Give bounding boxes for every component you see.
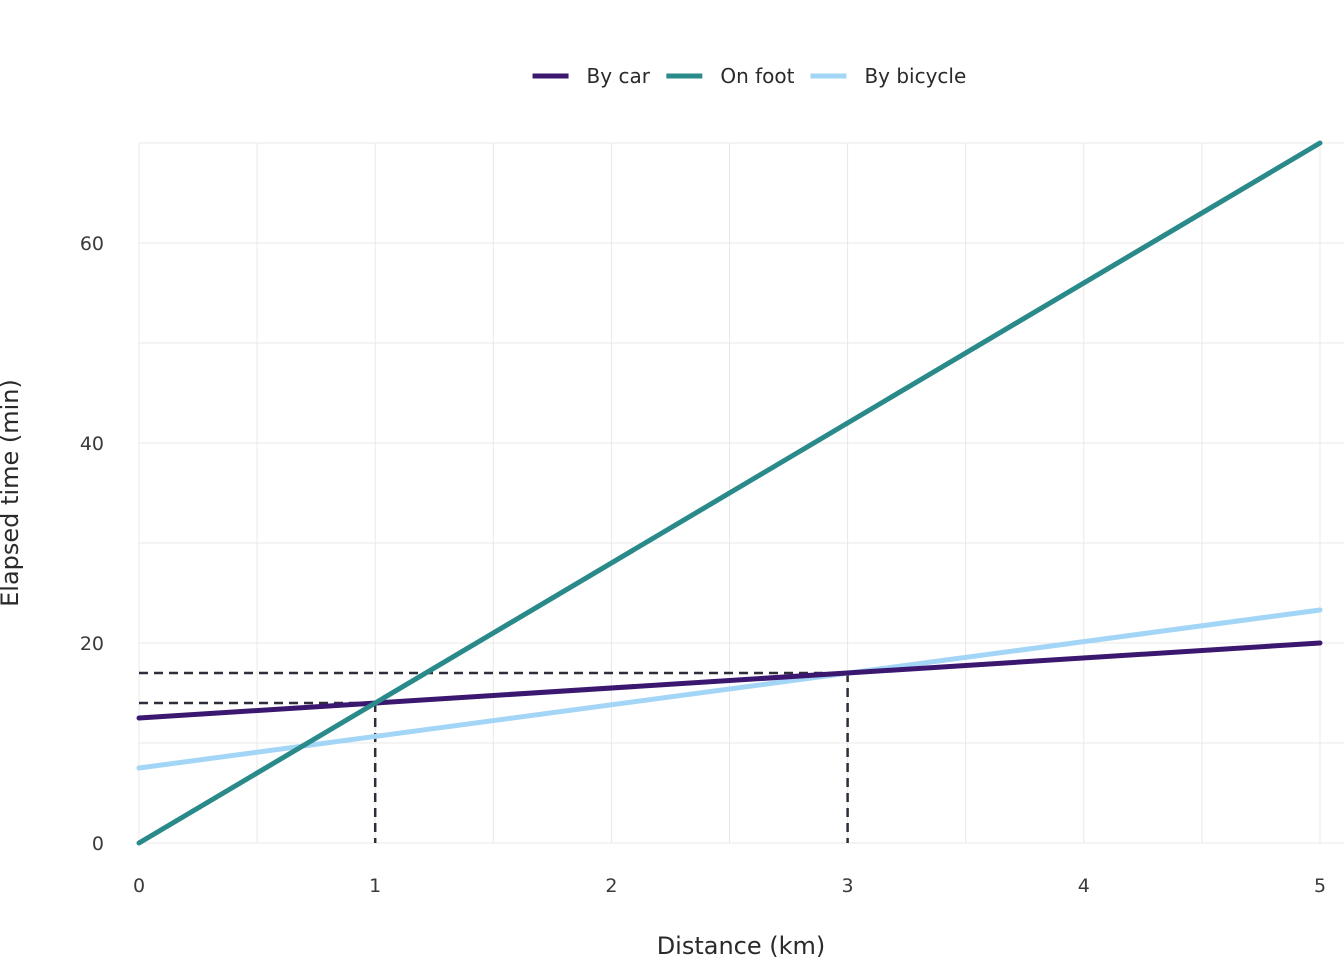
legend-label-on-foot: On foot xyxy=(720,64,794,88)
x-tick-label: 3 xyxy=(842,875,854,897)
y-tick-label: 40 xyxy=(80,433,104,455)
y-tick-label: 0 xyxy=(92,833,104,855)
x-tick-label: 1 xyxy=(369,875,381,897)
series-line-by-bicycle xyxy=(136,607,1323,771)
series-lines xyxy=(136,140,1323,846)
x-tick-label: 4 xyxy=(1078,875,1090,897)
y-axis-ticks: 0 20 40 60 xyxy=(80,233,104,855)
x-tick-label: 5 xyxy=(1314,875,1326,897)
series-line-on-foot xyxy=(136,140,1323,846)
y-axis-title: Elapsed time (min) xyxy=(0,379,24,607)
legend: By car On foot By bicycle xyxy=(532,64,966,88)
x-axis-title: Distance (km) xyxy=(657,932,826,960)
x-tick-label: 0 xyxy=(133,875,145,897)
legend-label-by-car: By car xyxy=(587,64,651,88)
grid xyxy=(138,142,1344,844)
series-line-by-car xyxy=(136,640,1323,721)
legend-label-by-bicycle: By bicycle xyxy=(864,64,966,88)
x-axis-ticks: 0 1 2 3 4 5 xyxy=(133,875,1326,897)
x-tick-label: 2 xyxy=(605,875,617,897)
y-tick-label: 60 xyxy=(80,233,104,255)
y-tick-label: 20 xyxy=(80,633,104,655)
